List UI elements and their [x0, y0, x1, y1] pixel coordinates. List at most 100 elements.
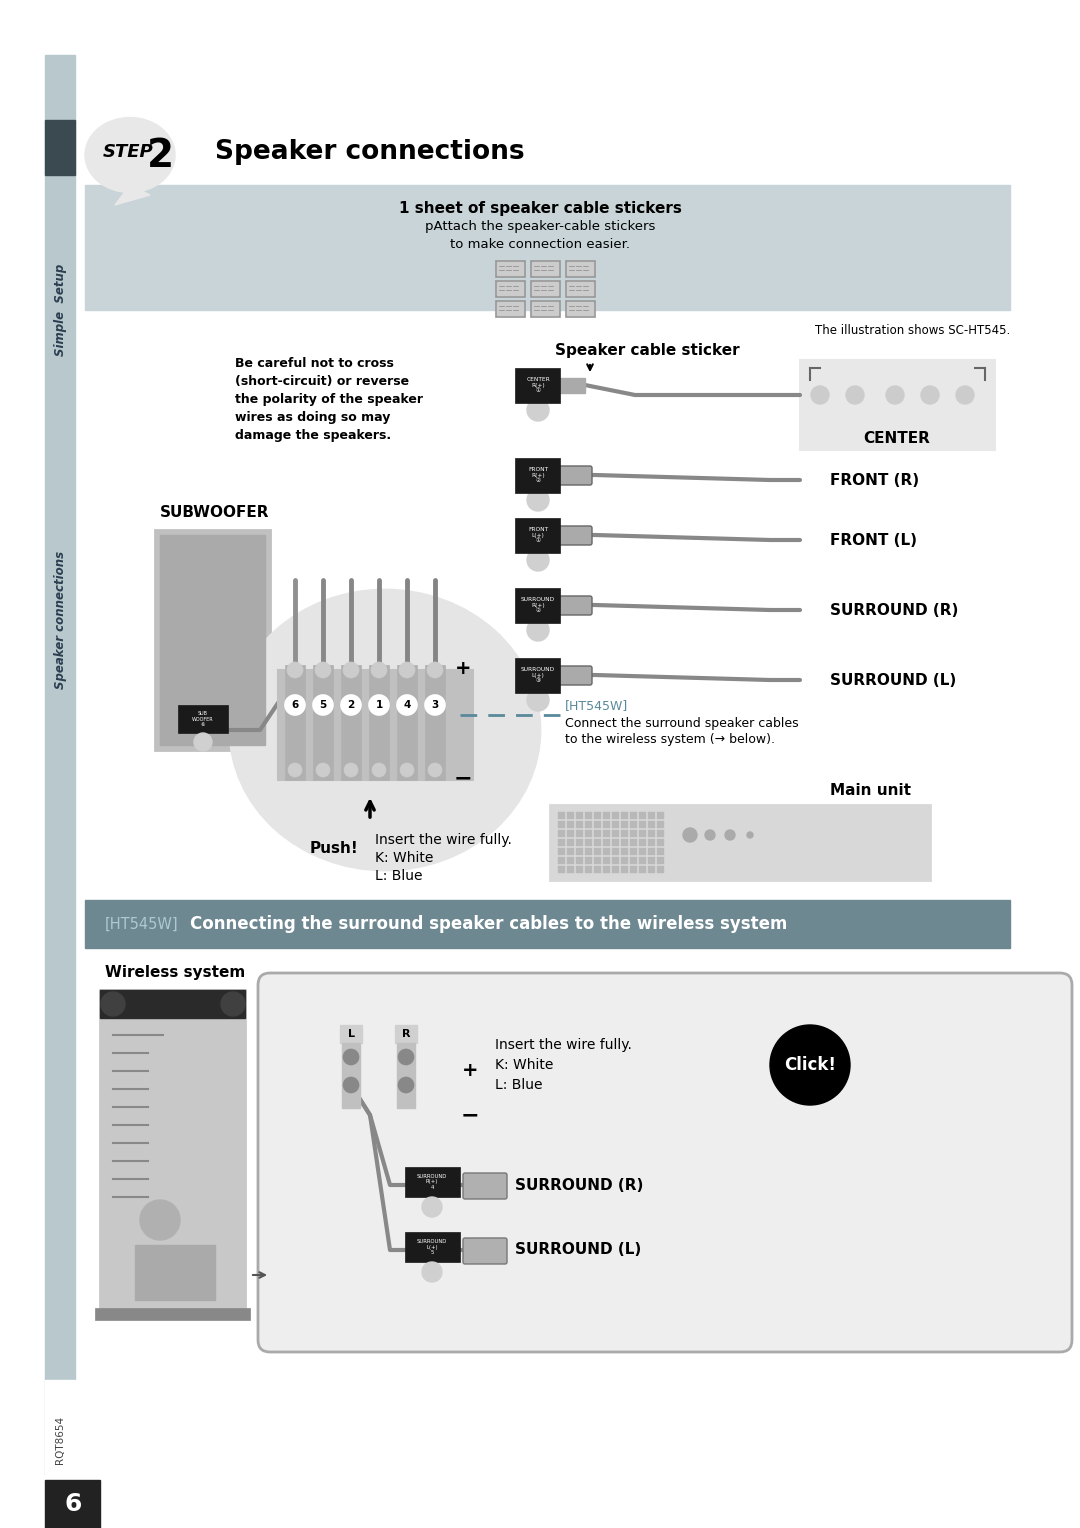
Circle shape [399, 1077, 414, 1093]
Bar [800, 361, 995, 451]
Text: wires as doing so may: wires as doing so may [235, 411, 390, 423]
Circle shape [288, 762, 302, 778]
Text: −: − [461, 1105, 480, 1125]
Bar [585, 811, 592, 819]
Bar [648, 811, 654, 819]
Bar [565, 299, 595, 316]
Circle shape [725, 830, 735, 840]
Text: SURROUND (L): SURROUND (L) [831, 672, 956, 688]
Text: SURROUND
R(+)
4: SURROUND R(+) 4 [417, 1174, 447, 1190]
FancyBboxPatch shape [463, 1174, 507, 1199]
Bar [630, 857, 637, 863]
Bar [567, 839, 573, 847]
Bar [558, 866, 565, 872]
Text: 1: 1 [376, 700, 382, 711]
Bar [558, 830, 565, 837]
Circle shape [811, 387, 829, 403]
Bar [565, 280, 595, 296]
Text: FRONT
R(+)
②: FRONT R(+) ② [528, 466, 548, 483]
Bar [495, 280, 525, 296]
Bar [515, 588, 561, 623]
Circle shape [343, 662, 359, 678]
Text: +: + [462, 1060, 478, 1079]
Text: 4: 4 [403, 700, 410, 711]
Circle shape [427, 662, 443, 678]
Bar [45, 121, 75, 176]
Bar [156, 530, 270, 750]
Circle shape [747, 833, 753, 837]
Bar [567, 830, 573, 837]
Bar [648, 821, 654, 828]
Bar [612, 839, 619, 847]
Bar [603, 811, 610, 819]
Text: Insert the wire fully.: Insert the wire fully. [375, 833, 512, 847]
Text: FRONT
L(+)
①: FRONT L(+) ① [528, 527, 548, 544]
Text: L: Blue: L: Blue [375, 869, 422, 883]
Text: Main unit: Main unit [831, 782, 912, 798]
Bar [648, 866, 654, 872]
Bar [621, 866, 627, 872]
Bar [621, 857, 627, 863]
Bar [603, 830, 610, 837]
Bar [515, 368, 561, 403]
Text: 3: 3 [431, 700, 438, 711]
Bar [530, 260, 561, 277]
Text: Wireless system: Wireless system [105, 964, 245, 979]
Bar [135, 1245, 215, 1300]
Bar [558, 821, 565, 828]
Bar [630, 839, 637, 847]
Bar [100, 990, 245, 1309]
Circle shape [315, 662, 330, 678]
Circle shape [285, 695, 305, 715]
Bar [85, 345, 395, 504]
Circle shape [956, 387, 974, 403]
Circle shape [527, 619, 549, 642]
Bar [576, 839, 583, 847]
Bar [594, 848, 600, 856]
Bar [585, 848, 592, 856]
Text: [HT545W]: [HT545W] [565, 700, 629, 712]
Bar [85, 900, 1010, 947]
Text: L: L [348, 1028, 354, 1039]
Bar [85, 185, 1010, 310]
Bar [567, 821, 573, 828]
Bar [497, 261, 523, 275]
Text: 5: 5 [320, 700, 326, 711]
Text: (short-circuit) or reverse: (short-circuit) or reverse [235, 374, 409, 388]
Circle shape [399, 1050, 414, 1065]
Bar [576, 866, 583, 872]
Text: Push!: Push! [310, 840, 359, 856]
Bar [594, 866, 600, 872]
Text: Connect the surround speaker cables: Connect the surround speaker cables [565, 717, 798, 729]
Bar [621, 830, 627, 837]
Bar [576, 830, 583, 837]
Text: Speaker cable sticker: Speaker cable sticker [555, 342, 740, 358]
Circle shape [343, 1050, 359, 1065]
Text: Insert the wire fully.: Insert the wire fully. [495, 1038, 632, 1051]
Circle shape [140, 1199, 180, 1241]
Bar [603, 848, 610, 856]
Circle shape [770, 1025, 850, 1105]
FancyBboxPatch shape [553, 526, 592, 545]
Bar [567, 866, 573, 872]
Text: pAttach the speaker-cable stickers: pAttach the speaker-cable stickers [424, 220, 656, 232]
Bar [648, 830, 654, 837]
Bar [576, 848, 583, 856]
Bar [532, 283, 558, 295]
Bar [558, 839, 565, 847]
Bar [612, 866, 619, 872]
Bar [45, 1380, 1035, 1528]
Bar [567, 811, 573, 819]
Bar [285, 665, 305, 779]
Bar [341, 665, 361, 779]
Text: SURROUND
L(+)
5: SURROUND L(+) 5 [417, 1239, 447, 1254]
Bar [532, 303, 558, 315]
Bar [630, 821, 637, 828]
Bar [612, 811, 619, 819]
Circle shape [426, 695, 445, 715]
Bar [567, 261, 593, 275]
Bar [603, 839, 610, 847]
Circle shape [422, 1196, 442, 1216]
Bar [657, 811, 664, 819]
Bar [405, 1167, 460, 1196]
